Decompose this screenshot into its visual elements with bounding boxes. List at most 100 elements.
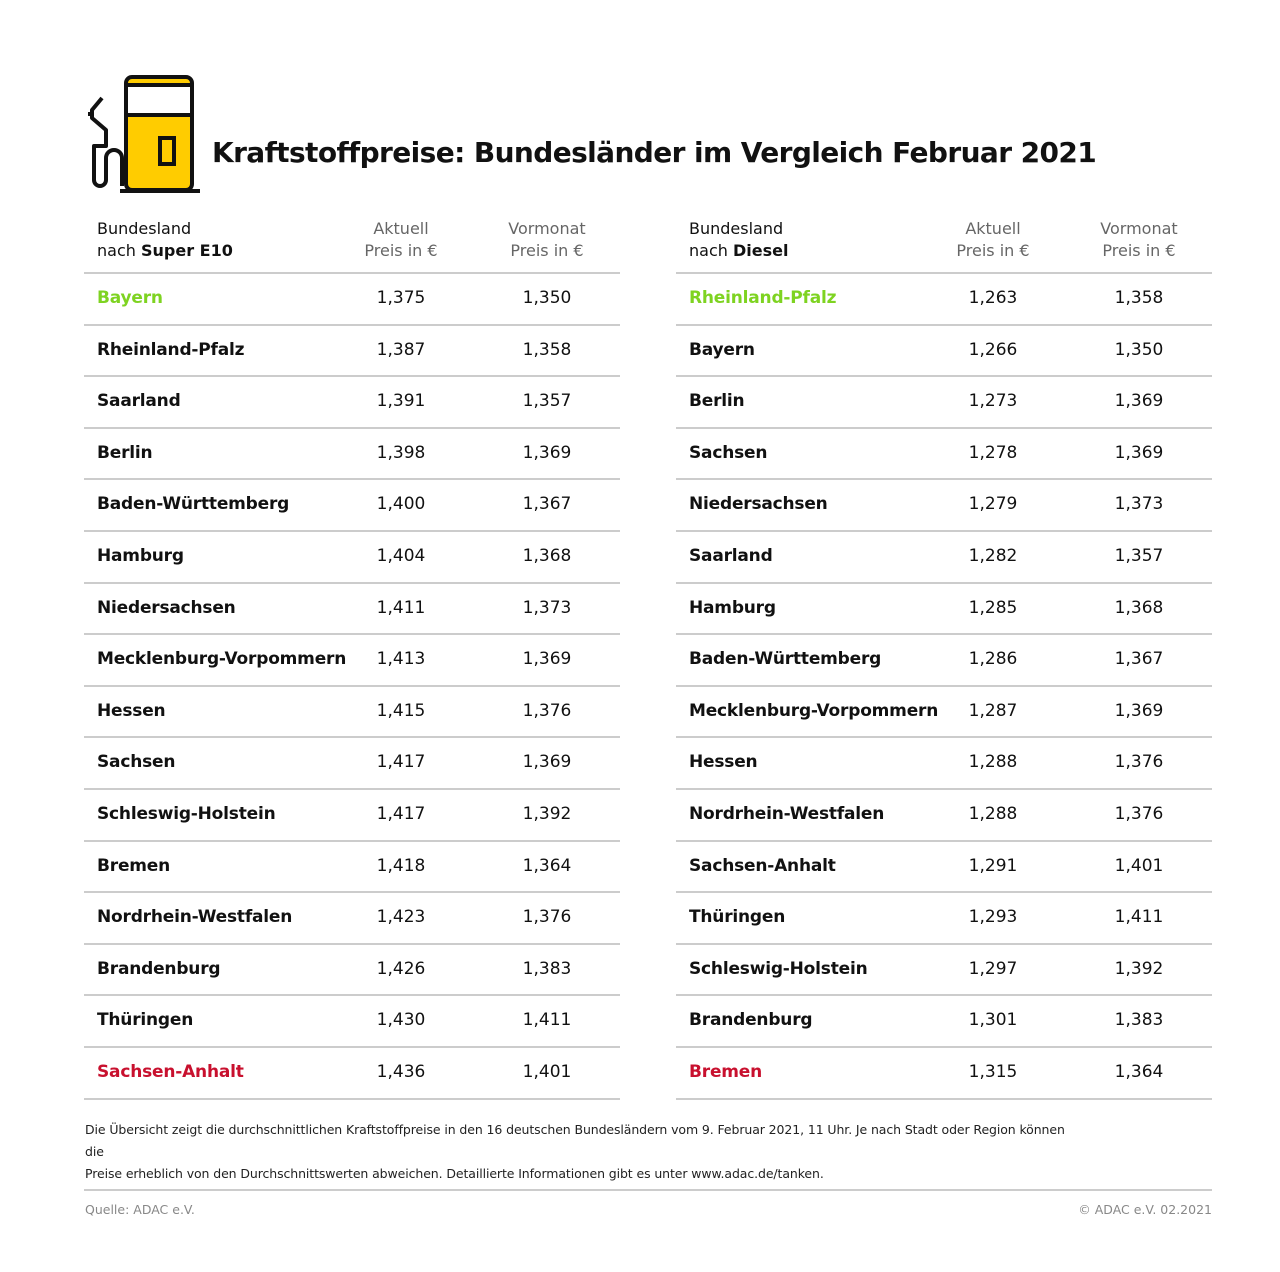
state-name: Brandenburg xyxy=(689,1010,813,1031)
previous-price: 1,369 xyxy=(1114,700,1164,721)
current-price: 1,291 xyxy=(968,855,1018,876)
table-row: Sachsen-Anhalt 1,291 1,401 xyxy=(676,842,1212,894)
previous-price: 1,369 xyxy=(522,752,572,773)
state-name: Mecklenburg-Vorpommern xyxy=(97,649,347,670)
state-name: Sachsen xyxy=(689,442,768,463)
header-aktuell: Aktuell Preis in € xyxy=(341,218,461,262)
previous-price: 1,392 xyxy=(522,803,572,824)
table-header: Bundesland nach Super E10 Aktuell Preis in… xyxy=(84,218,620,274)
current-price: 1,263 xyxy=(968,288,1018,308)
previous-price: 1,350 xyxy=(522,288,572,308)
previous-price: 1,383 xyxy=(522,958,572,979)
current-price: 1,430 xyxy=(376,1010,426,1031)
table-row: Brandenburg 1,426 1,383 xyxy=(84,945,620,997)
state-name: Bayern xyxy=(97,288,163,308)
current-price: 1,279 xyxy=(968,494,1018,515)
header-label: Vormonat xyxy=(508,219,586,238)
previous-price: 1,358 xyxy=(1114,288,1164,308)
state-name: Sachsen xyxy=(97,752,176,773)
header-label: Preis in € xyxy=(956,241,1030,260)
divider xyxy=(84,1189,1212,1191)
current-price: 1,375 xyxy=(376,288,426,308)
state-name: Bayern xyxy=(689,339,755,360)
state-name: Schleswig-Holstein xyxy=(689,958,868,979)
previous-price: 1,358 xyxy=(522,339,572,360)
previous-price: 1,369 xyxy=(522,649,572,670)
previous-price: 1,376 xyxy=(1114,803,1164,824)
header-vormonat: Vormonat Preis in € xyxy=(1079,218,1199,262)
state-name: Mecklenburg-Vorpommern xyxy=(689,700,939,721)
state-name: Niedersachsen xyxy=(97,597,236,618)
table-header: Bundesland nach Diesel Aktuell Preis in € … xyxy=(676,218,1212,274)
footnote-line: Die Übersicht zeigt die durchschnittlich… xyxy=(85,1122,1065,1159)
current-price: 1,297 xyxy=(968,958,1018,979)
current-price: 1,418 xyxy=(376,855,426,876)
header-label: Preis in € xyxy=(510,241,584,260)
previous-price: 1,368 xyxy=(522,545,572,566)
table-row: Sachsen 1,278 1,369 xyxy=(676,429,1212,481)
header-aktuell: Aktuell Preis in € xyxy=(933,218,1053,262)
fuel-pump-icon xyxy=(88,75,200,193)
header-label: Bundesland xyxy=(689,219,784,238)
header-label: nach xyxy=(689,241,733,260)
state-name: Rheinland-Pfalz xyxy=(689,288,837,308)
current-price: 1,273 xyxy=(968,391,1018,412)
previous-price: 1,364 xyxy=(522,855,572,876)
current-price: 1,288 xyxy=(968,752,1018,773)
header-bundesland: Bundesland nach Super E10 xyxy=(97,218,233,262)
state-name: Hamburg xyxy=(97,545,184,566)
state-name: Hamburg xyxy=(689,597,776,618)
table-row: Thüringen 1,293 1,411 xyxy=(676,893,1212,945)
table-row: Berlin 1,398 1,369 xyxy=(84,429,620,481)
table-row: Schleswig-Holstein 1,297 1,392 xyxy=(676,945,1212,997)
current-price: 1,417 xyxy=(376,752,426,773)
previous-price: 1,367 xyxy=(522,494,572,515)
state-name: Hessen xyxy=(689,752,758,773)
table-row: Thüringen 1,430 1,411 xyxy=(84,996,620,1048)
previous-price: 1,357 xyxy=(522,391,572,412)
header-label: Aktuell xyxy=(965,219,1021,238)
header-label: Preis in € xyxy=(364,241,438,260)
previous-price: 1,368 xyxy=(1114,597,1164,618)
table-row: Brandenburg 1,301 1,383 xyxy=(676,996,1212,1048)
previous-price: 1,401 xyxy=(1114,855,1164,876)
header-label: Vormonat xyxy=(1100,219,1178,238)
current-price: 1,285 xyxy=(968,597,1018,618)
current-price: 1,411 xyxy=(376,597,426,618)
footnote: Die Übersicht zeigt die durchschnittlich… xyxy=(85,1119,1085,1185)
state-name: Sachsen-Anhalt xyxy=(689,855,836,876)
table-row: Schleswig-Holstein 1,417 1,392 xyxy=(84,790,620,842)
fuel-type-label: Diesel xyxy=(732,241,789,260)
previous-price: 1,364 xyxy=(1114,1061,1164,1082)
state-name: Berlin xyxy=(689,391,745,412)
table-row: Nordrhein-Westfalen 1,423 1,376 xyxy=(84,893,620,945)
state-name: Bremen xyxy=(689,1061,763,1082)
table-row: Sachsen 1,417 1,369 xyxy=(84,738,620,790)
table-row: Hamburg 1,404 1,368 xyxy=(84,532,620,584)
previous-price: 1,392 xyxy=(1114,958,1164,979)
table-row: Hessen 1,415 1,376 xyxy=(84,687,620,739)
previous-price: 1,350 xyxy=(1114,339,1164,360)
copyright-label: © ADAC e.V. 02.2021 xyxy=(1078,1202,1212,1217)
previous-price: 1,369 xyxy=(1114,442,1164,463)
table-row: Berlin 1,273 1,369 xyxy=(676,377,1212,429)
previous-price: 1,411 xyxy=(522,1010,572,1031)
current-price: 1,415 xyxy=(376,700,426,721)
footnote-line: Preise erheblich von den Durchschnittswe… xyxy=(85,1166,824,1181)
table-row: Nordrhein-Westfalen 1,288 1,376 xyxy=(676,790,1212,842)
table-row: Saarland 1,282 1,357 xyxy=(676,532,1212,584)
current-price: 1,288 xyxy=(968,803,1018,824)
header-bundesland: Bundesland nach Diesel xyxy=(689,218,788,262)
previous-price: 1,376 xyxy=(522,700,572,721)
previous-price: 1,401 xyxy=(522,1061,572,1082)
page-title: Kraftstoffpreise: Bundesländer im Vergle… xyxy=(212,136,1097,169)
state-name: Rheinland-Pfalz xyxy=(97,339,245,360)
table-row: Niedersachsen 1,279 1,373 xyxy=(676,480,1212,532)
header-label: Preis in € xyxy=(1102,241,1176,260)
table-row: Sachsen-Anhalt 1,436 1,401 xyxy=(84,1048,620,1100)
table-row: Hamburg 1,285 1,368 xyxy=(676,584,1212,636)
current-price: 1,391 xyxy=(376,391,426,412)
state-name: Schleswig-Holstein xyxy=(97,803,276,824)
table-row: Baden-Württemberg 1,286 1,367 xyxy=(676,635,1212,687)
table-row: Bayern 1,266 1,350 xyxy=(676,326,1212,378)
